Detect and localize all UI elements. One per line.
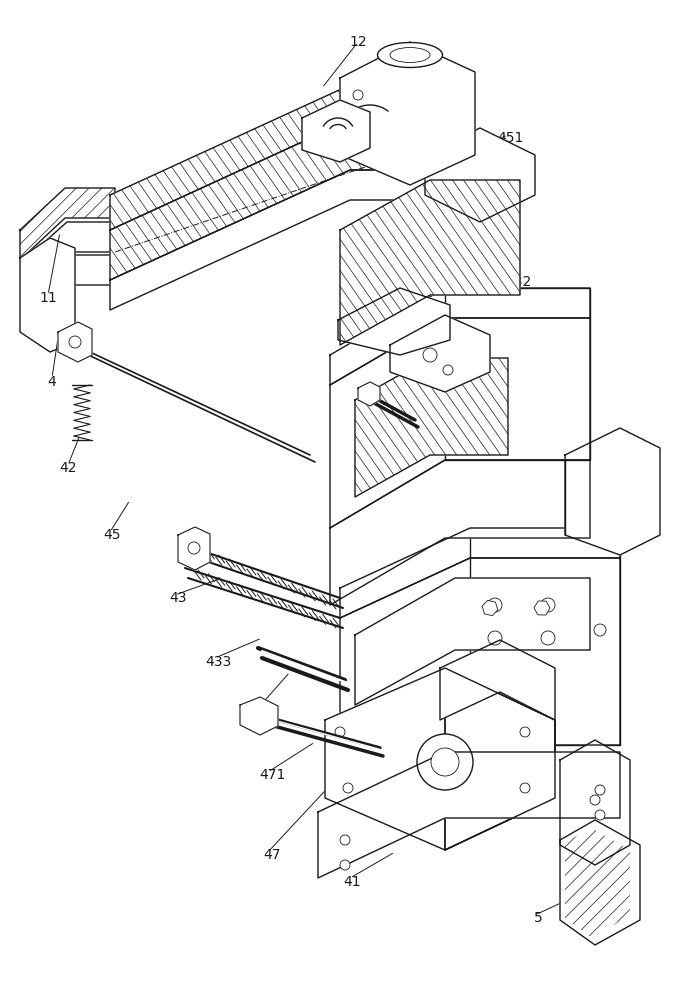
Polygon shape xyxy=(110,85,430,230)
Polygon shape xyxy=(425,128,535,222)
Polygon shape xyxy=(110,170,430,310)
Circle shape xyxy=(443,365,453,375)
Polygon shape xyxy=(340,528,620,618)
Circle shape xyxy=(541,631,555,645)
Polygon shape xyxy=(565,428,660,555)
Circle shape xyxy=(188,542,200,554)
Polygon shape xyxy=(24,255,119,325)
Circle shape xyxy=(590,795,600,805)
Polygon shape xyxy=(110,120,430,280)
Polygon shape xyxy=(355,578,590,705)
Text: 11: 11 xyxy=(39,291,57,305)
Circle shape xyxy=(520,727,530,737)
Polygon shape xyxy=(178,527,210,570)
Polygon shape xyxy=(560,820,640,945)
Polygon shape xyxy=(325,668,555,850)
Circle shape xyxy=(488,598,502,612)
Polygon shape xyxy=(20,238,75,352)
Circle shape xyxy=(488,631,502,645)
Circle shape xyxy=(69,336,81,348)
Text: 45: 45 xyxy=(104,528,121,542)
Polygon shape xyxy=(340,180,520,345)
Polygon shape xyxy=(445,668,555,850)
Circle shape xyxy=(343,783,353,793)
Text: 3: 3 xyxy=(578,455,587,469)
Polygon shape xyxy=(445,668,555,850)
Circle shape xyxy=(340,860,350,870)
Circle shape xyxy=(335,727,345,737)
Text: 12: 12 xyxy=(349,35,367,49)
Text: 43: 43 xyxy=(169,591,187,605)
Text: 41: 41 xyxy=(343,875,361,889)
Polygon shape xyxy=(330,288,590,385)
Polygon shape xyxy=(302,100,370,162)
Circle shape xyxy=(423,348,437,362)
Text: 1: 1 xyxy=(558,335,567,349)
Polygon shape xyxy=(440,640,555,720)
Circle shape xyxy=(595,785,605,795)
Ellipse shape xyxy=(390,47,430,62)
Ellipse shape xyxy=(377,42,442,68)
Polygon shape xyxy=(560,740,630,865)
Text: 5: 5 xyxy=(534,911,543,925)
Polygon shape xyxy=(355,358,508,497)
Polygon shape xyxy=(338,288,450,355)
Text: 432: 432 xyxy=(505,275,531,289)
Circle shape xyxy=(353,90,363,100)
Polygon shape xyxy=(445,288,590,460)
Polygon shape xyxy=(390,315,490,392)
Circle shape xyxy=(340,835,350,845)
Text: 2: 2 xyxy=(446,75,454,89)
Text: 42: 42 xyxy=(59,461,77,475)
Circle shape xyxy=(520,783,530,793)
Circle shape xyxy=(594,624,606,636)
Text: 433: 433 xyxy=(205,655,231,669)
Polygon shape xyxy=(358,382,380,406)
Circle shape xyxy=(541,598,555,612)
Polygon shape xyxy=(22,222,117,292)
Text: 431: 431 xyxy=(532,395,558,409)
Polygon shape xyxy=(58,322,92,362)
Polygon shape xyxy=(340,42,475,185)
Circle shape xyxy=(431,748,459,776)
Text: 471: 471 xyxy=(259,768,285,782)
Text: 451: 451 xyxy=(497,131,523,145)
Polygon shape xyxy=(340,558,620,815)
Circle shape xyxy=(417,734,473,790)
Polygon shape xyxy=(240,697,278,735)
Polygon shape xyxy=(330,318,590,528)
Polygon shape xyxy=(318,752,620,878)
Polygon shape xyxy=(470,528,620,745)
Polygon shape xyxy=(20,188,115,260)
Text: 4: 4 xyxy=(47,375,56,389)
Text: 47: 47 xyxy=(263,848,281,862)
Circle shape xyxy=(595,810,605,820)
Polygon shape xyxy=(330,460,590,605)
Text: 44: 44 xyxy=(482,221,499,235)
Text: 46: 46 xyxy=(246,711,264,725)
